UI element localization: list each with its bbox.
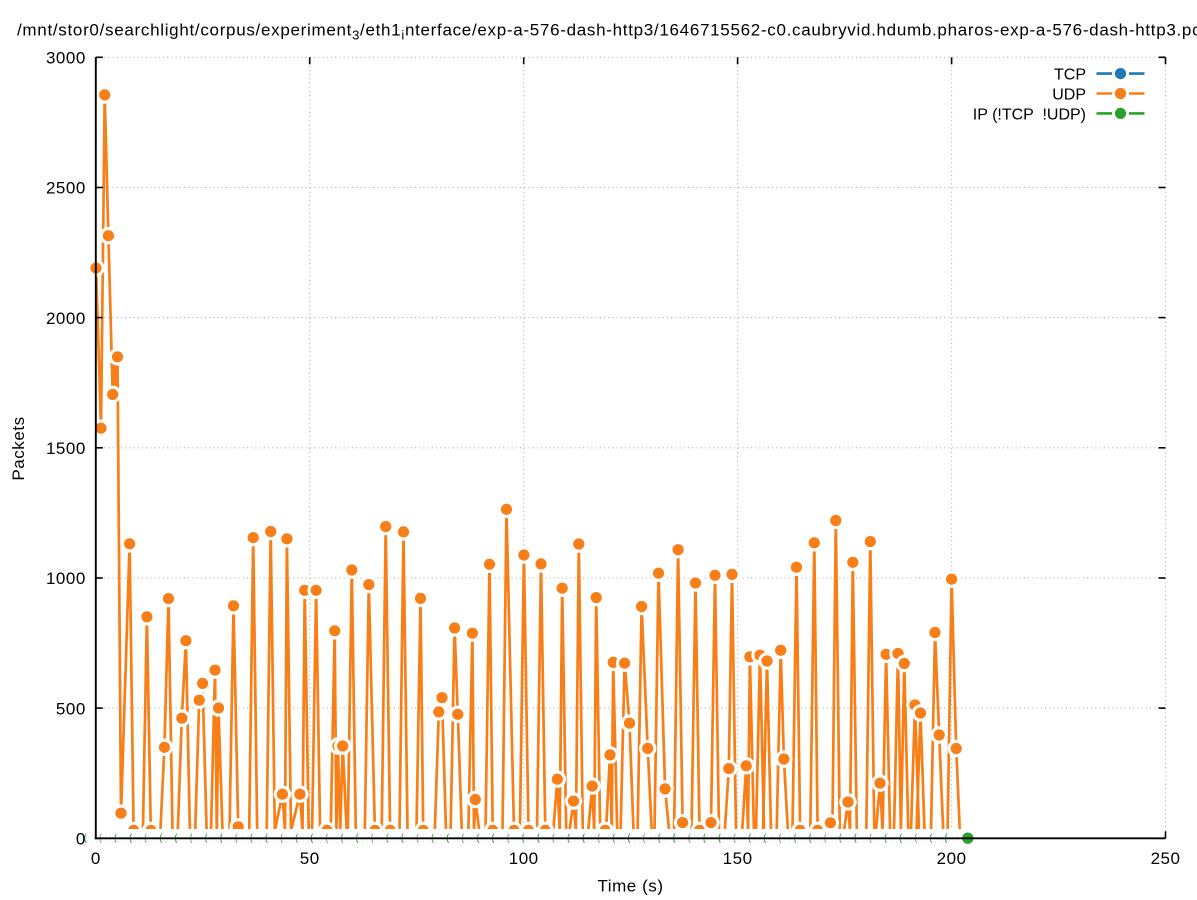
svg-text:Packets: Packets [9, 416, 28, 480]
svg-text:150: 150 [723, 849, 753, 868]
svg-text:3000: 3000 [46, 49, 86, 68]
svg-text:0: 0 [76, 830, 86, 849]
svg-text:500: 500 [56, 699, 86, 718]
svg-text:/mnt/stor0/searchlight/corpus/: /mnt/stor0/searchlight/corpus/experiment… [17, 21, 1197, 43]
svg-text:TCP: TCP [1054, 67, 1086, 84]
svg-text:250: 250 [1151, 849, 1181, 868]
svg-text:UDP: UDP [1052, 86, 1086, 103]
svg-text:IP (!TCP !UDP): IP (!TCP !UDP) [973, 106, 1086, 123]
svg-text:100: 100 [509, 849, 539, 868]
svg-text:Time (s): Time (s) [597, 877, 663, 896]
svg-text:2500: 2500 [46, 179, 86, 198]
svg-text:1000: 1000 [46, 569, 86, 588]
svg-text:50: 50 [300, 849, 320, 868]
svg-text:0: 0 [91, 849, 101, 868]
svg-text:2000: 2000 [46, 309, 86, 328]
svg-text:1500: 1500 [46, 439, 86, 458]
svg-text:200: 200 [937, 849, 967, 868]
